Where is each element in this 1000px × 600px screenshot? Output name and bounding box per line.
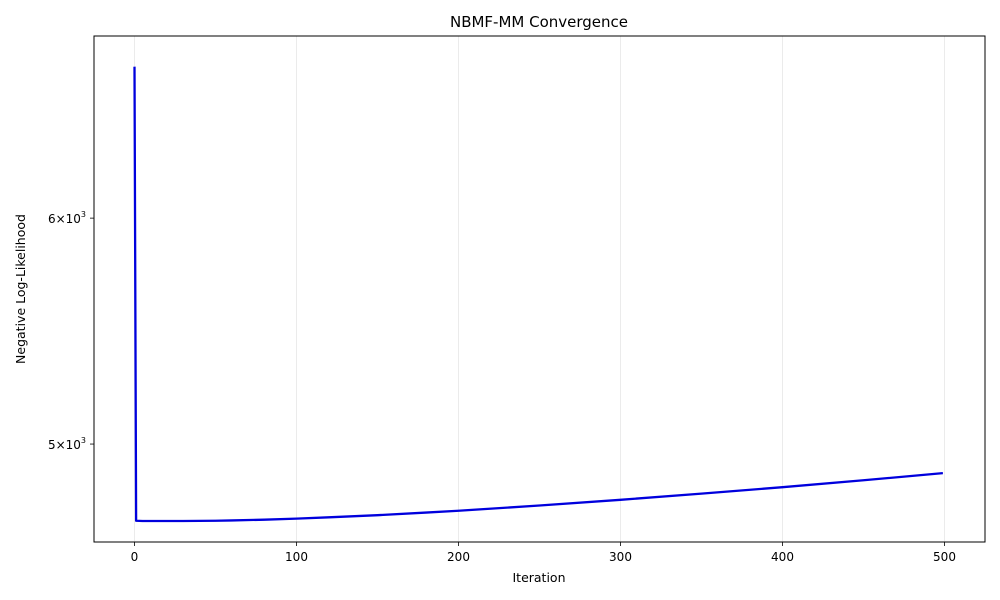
x-tick-label: 0 [131,550,139,564]
x-tick-label: 500 [933,550,956,564]
series-layer [133,66,943,523]
plot-frame [93,35,986,543]
x-axis-ticks: 0 100 200 300 400 500 [131,542,956,564]
series-line [133,66,943,523]
x-tick-label: 200 [447,550,470,564]
y-axis-ticks: 5×103 6×103 [48,210,94,452]
y-tick-label: 5×103 [48,436,86,452]
y-axis-label: Negative Log-Likelihood [13,214,28,364]
x-axis-label: Iteration [512,570,565,585]
chart-title: NBMF-MM Convergence [450,13,628,31]
grid-layer [134,36,945,542]
x-tick-label: 300 [609,550,632,564]
x-tick-label: 400 [771,550,794,564]
x-tick-label: 100 [285,550,308,564]
y-tick-label: 6×103 [48,210,86,226]
